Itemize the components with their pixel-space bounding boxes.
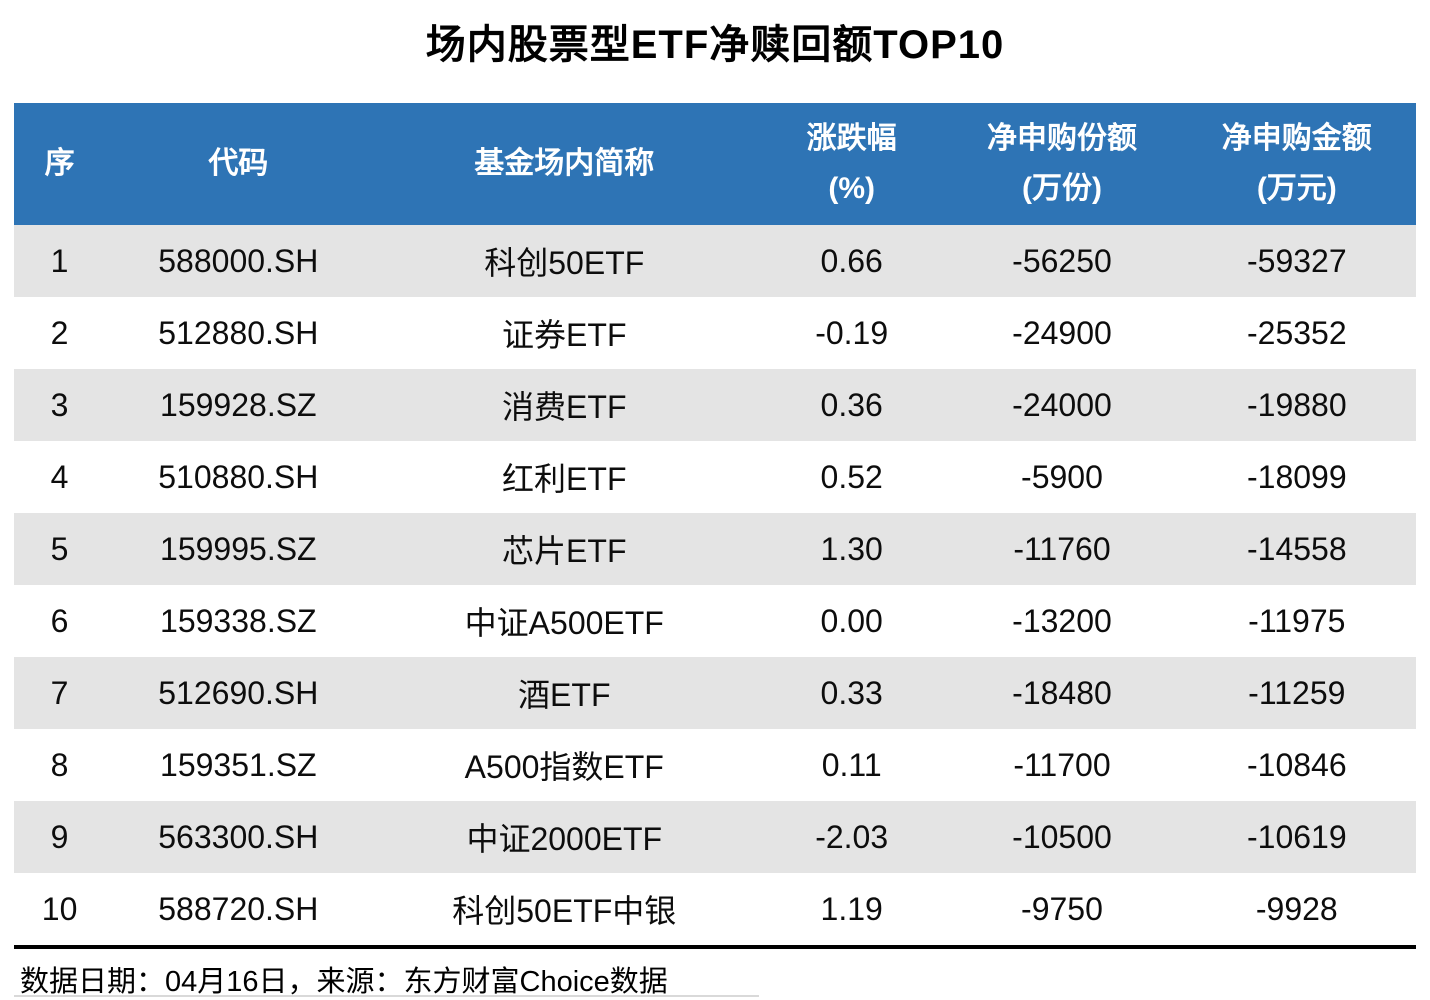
cell-net-shares: -10500 [1012, 818, 1112, 855]
cell-rank: 10 [41, 890, 78, 927]
cell-net-shares: -24000 [1012, 386, 1112, 423]
table-row: 1 588000.SH 科创50ETF 0.66 -56250 -59327 [14, 225, 1416, 297]
cell-fund-name: 中证2000ETF [466, 821, 663, 857]
header-label: 代码 [208, 147, 269, 180]
etf-redemption-table: 序 代码 基金场内简称 涨跌幅 (%) 净申购份额 (万份) 净申购金额 (万元… [14, 103, 1416, 945]
cell-net-amount: -11259 [1248, 674, 1346, 711]
cell-code: 159351.SZ [160, 746, 317, 783]
cell-net-amount: -14558 [1246, 530, 1347, 567]
header-cell-fund-name: 基金场内简称 [372, 103, 758, 225]
cell-change-pct: -2.03 [815, 818, 889, 855]
cell-net-shares: -9750 [1021, 890, 1103, 927]
cell-net-amount: -59327 [1246, 242, 1347, 279]
header-cell-net-amount: 净申购金额 (万元) [1178, 103, 1416, 225]
cell-net-amount: -9928 [1255, 890, 1338, 927]
cell-change-pct: 1.19 [820, 890, 883, 927]
cell-fund-name: 红利ETF [502, 461, 627, 497]
cell-code: 588000.SH [158, 242, 319, 279]
cell-net-amount: -10846 [1246, 746, 1347, 783]
cell-net-shares: -5900 [1021, 458, 1103, 495]
cell-rank: 7 [50, 674, 69, 711]
table-row: 7 512690.SH 酒ETF 0.33 -18480 -11259 [14, 657, 1416, 729]
cell-change-pct: 0.11 [821, 746, 882, 783]
table-header-row: 序 代码 基金场内简称 涨跌幅 (%) 净申购份额 (万份) 净申购金额 (万元… [14, 103, 1416, 225]
cell-rank: 2 [50, 314, 69, 351]
table-row: 6 159338.SZ 中证A500ETF 0.00 -13200 -11975 [14, 585, 1416, 657]
cell-change-pct: 0.66 [820, 242, 883, 279]
cell-rank: 1 [50, 242, 69, 279]
cell-fund-name: 芯片ETF [502, 533, 627, 569]
cell-net-amount: -25352 [1246, 314, 1347, 351]
table-row: 8 159351.SZ A500指数ETF 0.11 -11700 -10846 [14, 729, 1416, 801]
cell-fund-name: 消费ETF [502, 389, 627, 425]
cell-code: 510880.SH [158, 458, 319, 495]
cell-code: 159338.SZ [160, 602, 317, 639]
cell-rank: 4 [50, 458, 69, 495]
table-row: 2 512880.SH 证券ETF -0.19 -24900 -25352 [14, 297, 1416, 369]
cell-change-pct: 0.00 [820, 602, 883, 639]
cell-net-shares: -18480 [1012, 674, 1112, 711]
cell-net-shares: -11700 [1013, 746, 1111, 783]
cell-fund-name: 科创50ETF中银 [452, 893, 677, 929]
cell-net-shares: -11760 [1013, 530, 1111, 567]
table-row: 9 563300.SH 中证2000ETF -2.03 -10500 -1061… [14, 801, 1416, 873]
header-unit: (万元) [1256, 172, 1337, 205]
header-unit: (%) [828, 172, 875, 205]
cell-net-shares: -13200 [1012, 602, 1112, 639]
cell-change-pct: 1.30 [820, 530, 883, 567]
cell-net-shares: -24900 [1012, 314, 1112, 351]
header-cell-change-pct: 涨跌幅 (%) [757, 103, 946, 225]
cell-rank: 8 [50, 746, 69, 783]
header-unit: (万份) [1021, 172, 1102, 205]
cell-code: 512690.SH [158, 674, 319, 711]
header-label: 净申购金额 [1221, 122, 1372, 155]
header-cell-code: 代码 [105, 103, 371, 225]
table-row: 3 159928.SZ 消费ETF 0.36 -24000 -19880 [14, 369, 1416, 441]
cell-fund-name: 酒ETF [518, 677, 611, 713]
cell-code: 159928.SZ [160, 386, 317, 423]
cell-rank: 6 [50, 602, 69, 639]
cell-code: 563300.SH [158, 818, 319, 855]
header-label: 序 [44, 147, 75, 180]
header-cell-net-shares: 净申购份额 (万份) [946, 103, 1177, 225]
cell-net-shares: -56250 [1012, 242, 1112, 279]
cell-fund-name: A500指数ETF [464, 749, 664, 785]
cell-code: 159995.SZ [160, 530, 317, 567]
table-row: 4 510880.SH 红利ETF 0.52 -5900 -18099 [14, 441, 1416, 513]
header-label: 净申购份额 [986, 122, 1137, 155]
bottom-divider [14, 995, 759, 997]
cell-rank: 9 [50, 818, 69, 855]
cell-change-pct: 0.33 [820, 674, 883, 711]
data-source-note: 数据日期：04月16日，来源：东方财富Choice数据 [20, 966, 668, 998]
cell-rank: 3 [50, 386, 69, 423]
cell-code: 588720.SH [158, 890, 319, 927]
footer: 数据日期：04月16日，来源：东方财富Choice数据 [14, 945, 1416, 1000]
header-cell-rank: 序 [14, 103, 105, 225]
cell-net-amount: -19880 [1246, 386, 1347, 423]
table-row: 10 588720.SH 科创50ETF中银 1.19 -9750 -9928 [14, 873, 1416, 945]
cell-net-amount: -11975 [1248, 602, 1346, 639]
cell-change-pct: -0.19 [815, 314, 889, 351]
cell-net-amount: -18099 [1246, 458, 1347, 495]
cell-fund-name: 证券ETF [502, 317, 627, 353]
cell-change-pct: 0.36 [820, 386, 883, 423]
cell-code: 512880.SH [158, 314, 319, 351]
header-label: 涨跌幅 [806, 122, 897, 155]
cell-fund-name: 科创50ETF [484, 245, 645, 281]
cell-fund-name: 中证A500ETF [464, 605, 664, 641]
cell-change-pct: 0.52 [820, 458, 883, 495]
table-row: 5 159995.SZ 芯片ETF 1.30 -11760 -14558 [14, 513, 1416, 585]
cell-net-amount: -10619 [1246, 818, 1347, 855]
page-title: 场内股票型ETF净赎回额TOP10 [425, 23, 1005, 67]
cell-rank: 5 [50, 530, 69, 567]
header-label: 基金场内简称 [474, 147, 655, 180]
